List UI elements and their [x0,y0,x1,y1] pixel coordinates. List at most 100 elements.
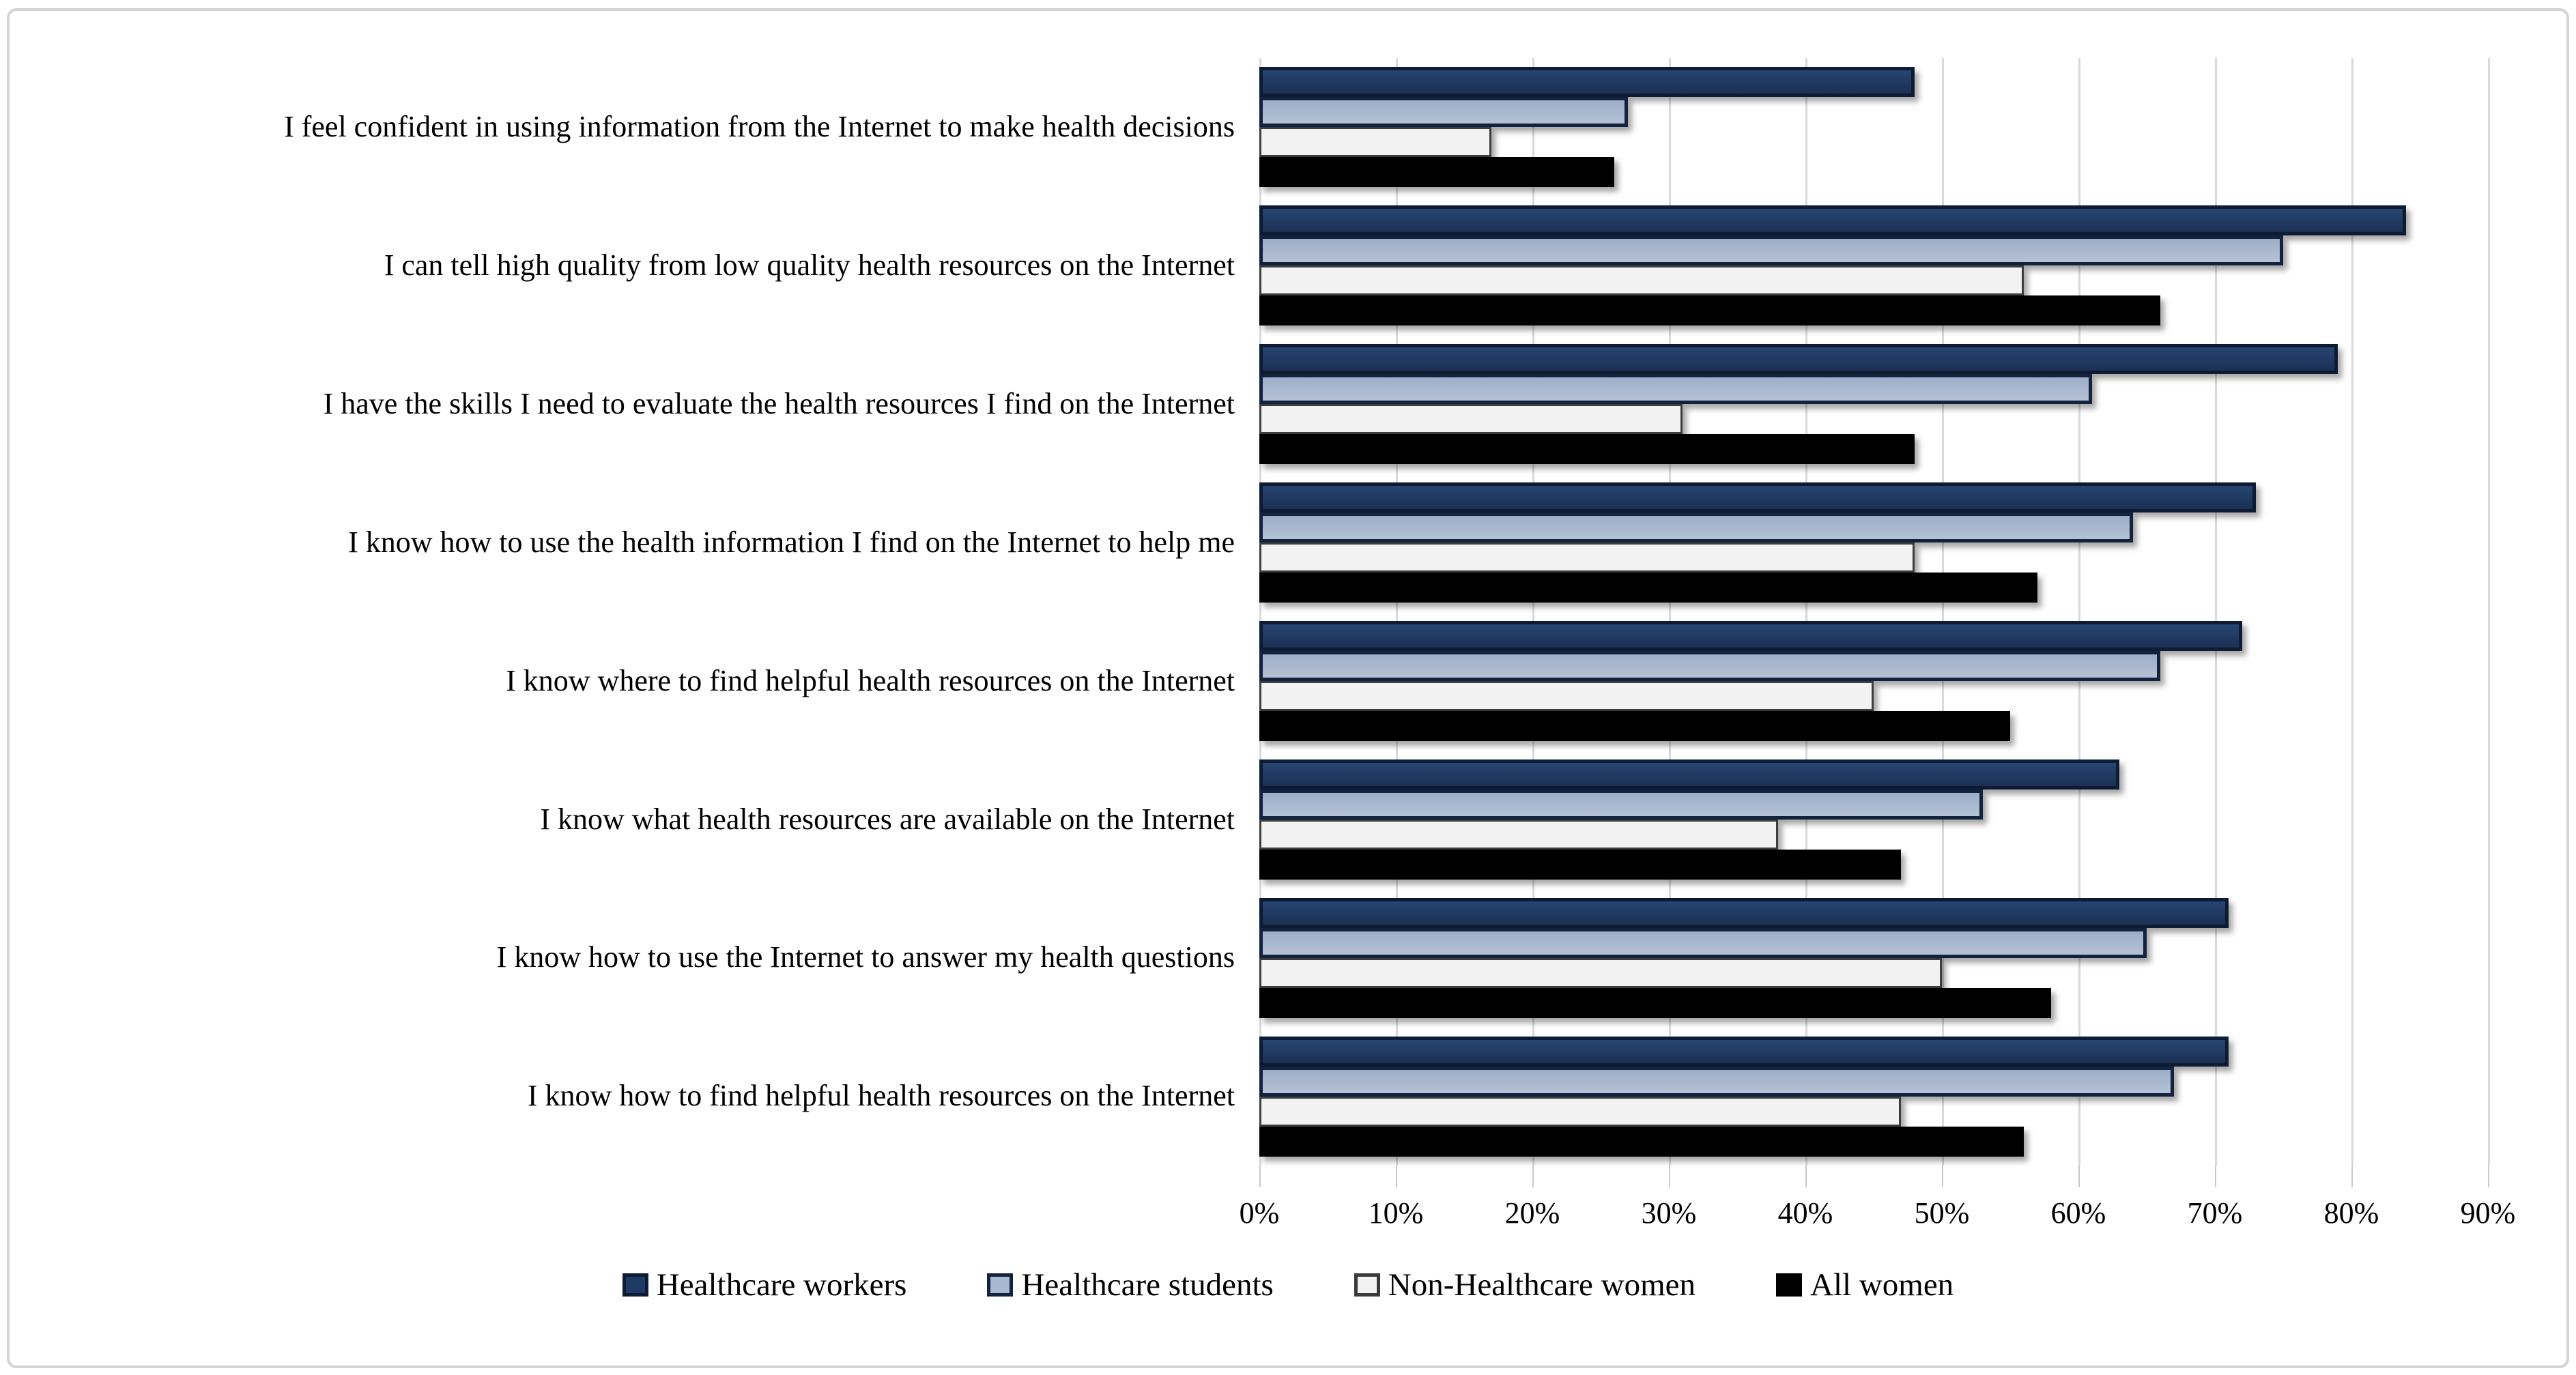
category-row: I know what health resources are availab… [0,750,2520,888]
bar-cluster [1259,67,2520,188]
category-label: I feel confident in using information fr… [284,110,1235,144]
bar-non-healthcare-women [1259,265,2024,296]
bar-all-women [1259,157,1614,188]
bar-cluster [1259,759,2520,880]
bar-healthcare-workers [1259,67,1915,98]
bar-healthcare-students [1259,789,1983,820]
category-row: I know how to find helpful health resour… [0,1027,2520,1166]
category-label: I know where to find helpful health reso… [506,663,1235,697]
bar-all-women [1259,573,2037,603]
bar-cluster [1259,620,2520,741]
category-row: I know how to use the Internet to answer… [0,888,2520,1027]
x-tick [2078,1166,2080,1187]
bar-cluster [1259,897,2520,1018]
bar-healthcare-students [1259,927,2147,958]
legend-label: Healthcare students [1021,1267,1274,1303]
bar-healthcare-students [1259,97,1628,128]
bar-healthcare-students [1259,650,2160,681]
bar-all-women [1259,1126,2024,1157]
legend-label: Healthcare workers [656,1267,907,1303]
gridline-90% [2488,58,2490,1166]
bar-non-healthcare-women [1259,680,1874,711]
bar-non-healthcare-women [1259,542,1915,573]
category-label: I know how to find helpful health resour… [527,1079,1235,1113]
legend: Healthcare workers Healthcare students Non… [0,1267,2576,1303]
legend-item-non-healthcare-women: Non-Healthcare women [1354,1267,1695,1303]
bar-non-healthcare-women [1259,127,1491,158]
x-tick-label: 60% [2050,1196,2106,1230]
bar-non-healthcare-women [1259,957,1942,988]
category-row: I know how to use the health information… [0,474,2520,612]
x-tick-label: 10% [1368,1196,1424,1230]
bar-cluster [1259,482,2520,603]
bar-healthcare-workers [1259,482,2256,513]
x-tick-label: 0% [1239,1196,1280,1230]
category-row: I can tell high quality from low quality… [0,197,2520,335]
x-tick [1532,1166,1534,1187]
bar-healthcare-students [1259,1066,2174,1097]
x-tick [1669,1166,1670,1187]
x-tick-label: 90% [2460,1196,2516,1230]
x-tick-label: 30% [1641,1196,1697,1230]
category-label: I have the skills I need to evaluate the… [323,386,1235,420]
bar-non-healthcare-women [1259,1096,1901,1127]
legend-item-all-women: All women [1776,1267,1954,1303]
x-axis: 0% 10% 20% 30% 40% 50% 60% 70% 80% 90% [1240,1166,2520,1254]
legend-label: All women [1810,1267,1954,1303]
x-tick [2351,1166,2353,1187]
x-tick [1396,1166,1397,1187]
plot-area [1259,58,2520,1166]
category-rows: I feel confident in using information fr… [0,58,2520,1166]
legend-item-healthcare-workers: Healthcare workers [622,1267,907,1303]
bar-healthcare-workers [1259,344,2338,375]
bar-healthcare-workers [1259,620,2242,651]
bar-non-healthcare-women [1259,819,1778,850]
bar-all-women [1259,849,1901,880]
legend-marker-healthcare-students [987,1273,1014,1297]
bar-cluster [1259,205,2520,326]
gridline-50% [1942,58,1944,1166]
category-label: I know how to use the health information… [348,525,1235,559]
gridline-60% [2078,58,2080,1166]
x-tick-label: 40% [1777,1196,1833,1230]
gridline-20% [1532,58,1534,1166]
bar-healthcare-students [1259,512,2133,543]
bar-all-women [1259,710,2010,741]
x-tick [1942,1166,1943,1187]
bar-healthcare-workers [1259,1036,2229,1067]
bar-healthcare-workers [1259,205,2406,236]
gridline-80% [2351,58,2353,1166]
x-tick [1259,1166,1261,1187]
x-tick-label: 80% [2323,1196,2379,1230]
bar-cluster [1259,1036,2520,1157]
x-tick-label: 50% [1914,1196,1970,1230]
x-tick-label: 70% [2187,1196,2243,1230]
x-tick-label: 20% [1504,1196,1560,1230]
bar-all-women [1259,987,2051,1018]
gridline-40% [1805,58,1807,1166]
legend-label: Non-Healthcare women [1388,1267,1696,1303]
category-label: I know how to use the Internet to answer… [496,940,1235,974]
gridline-70% [2215,58,2217,1166]
bar-healthcare-workers [1259,759,2119,790]
bar-healthcare-workers [1259,897,2229,928]
legend-item-healthcare-students: Healthcare students [987,1267,1274,1303]
category-row: I have the skills I need to evaluate the… [0,335,2520,474]
category-row: I know where to find helpful health reso… [0,612,2520,751]
x-tick [2488,1166,2489,1187]
category-row: I feel confident in using information fr… [0,58,2520,197]
bar-cluster [1259,344,2520,465]
legend-marker-healthcare-workers [622,1273,648,1297]
category-label: I can tell high quality from low quality… [384,248,1235,283]
bar-all-women [1259,434,1915,465]
x-tick [2215,1166,2216,1187]
bar-healthcare-students [1259,235,2283,266]
gridline-0% [1259,58,1261,1166]
gridline-10% [1396,58,1398,1166]
bar-non-healthcare-women [1259,404,1683,435]
x-tick [1805,1166,1807,1187]
category-label: I know what health resources are availab… [540,802,1235,836]
gridline-30% [1669,58,1671,1166]
bar-healthcare-students [1259,374,2092,405]
legend-marker-non-healthcare-women [1354,1273,1380,1297]
